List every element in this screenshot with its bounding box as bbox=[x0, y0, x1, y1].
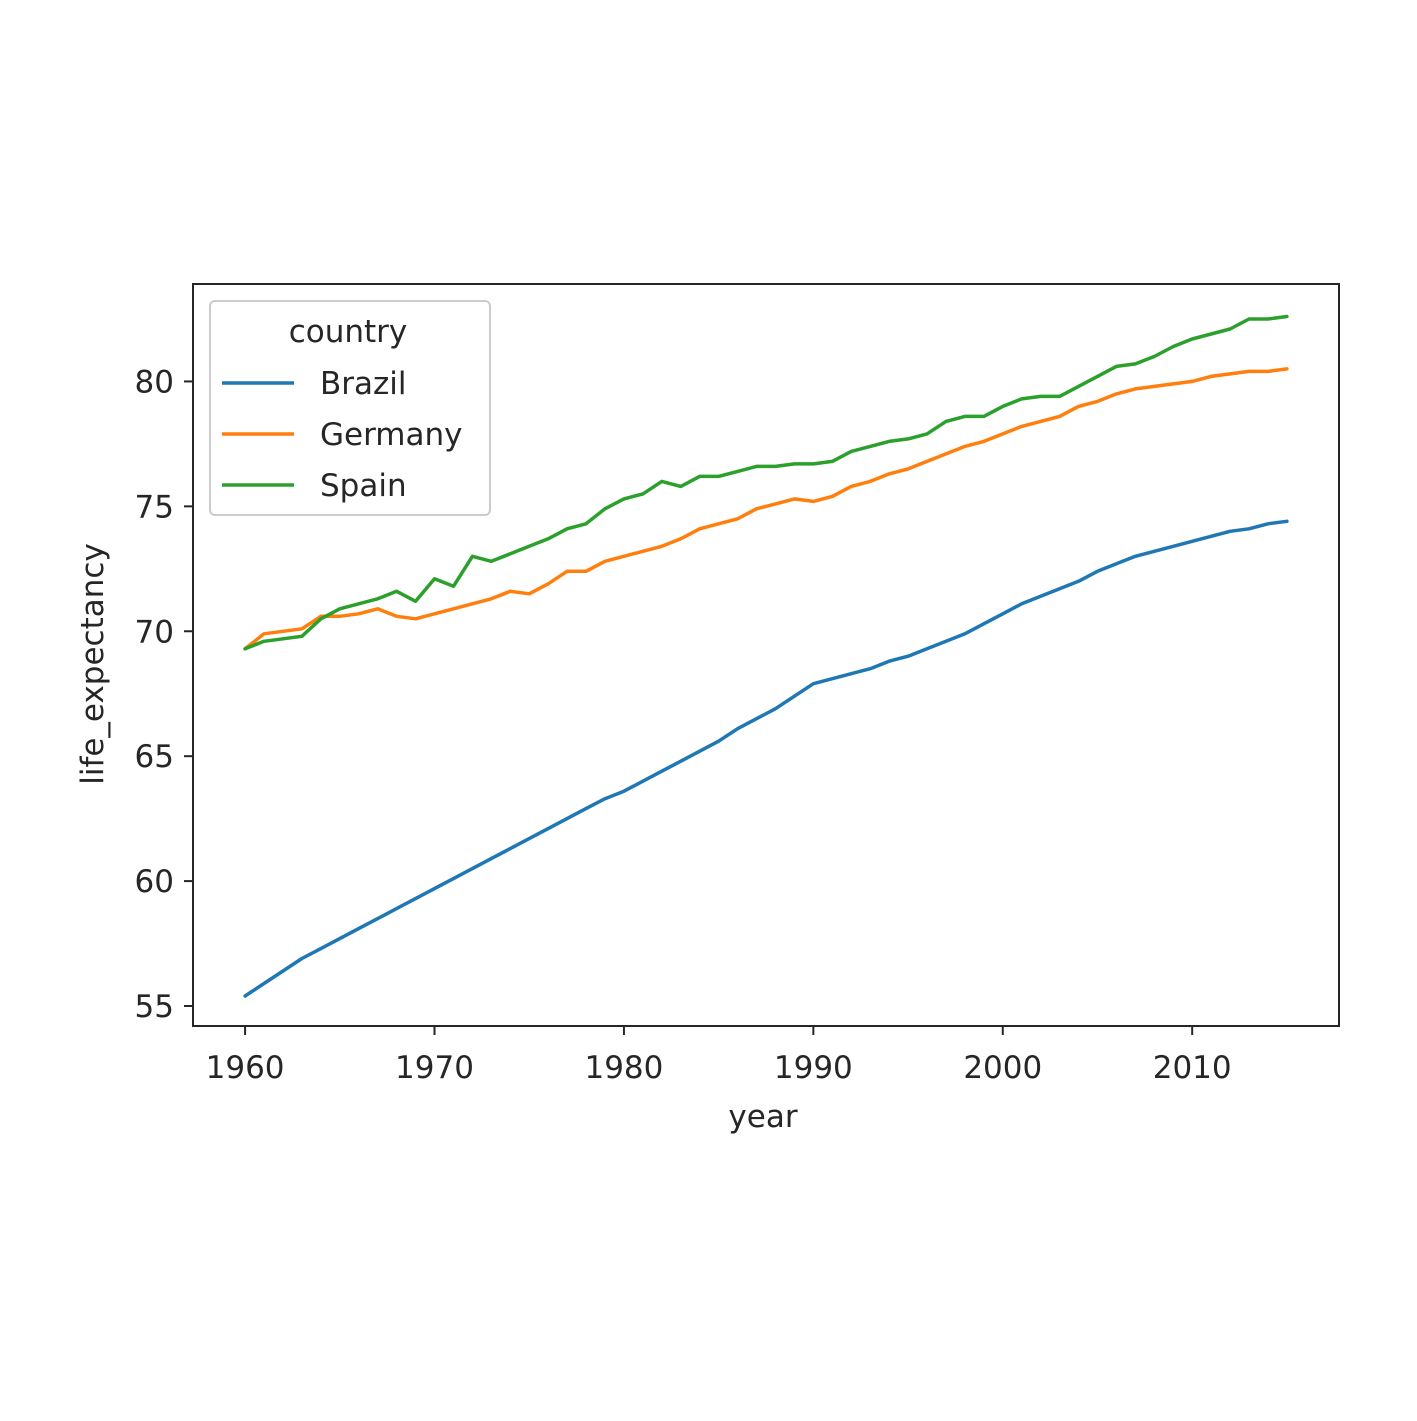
x-tick-label: 1980 bbox=[584, 1050, 663, 1086]
legend-box bbox=[209, 300, 491, 516]
x-tick-label: 2000 bbox=[963, 1050, 1042, 1086]
legend: country Brazil Germany Spain bbox=[209, 300, 491, 516]
x-tick-label: 1990 bbox=[774, 1050, 853, 1086]
x-tick-label: 2010 bbox=[1153, 1050, 1232, 1086]
legend-label-brazil: Brazil bbox=[320, 366, 407, 402]
x-tick-label: 1960 bbox=[206, 1050, 285, 1086]
y-tick-label: 80 bbox=[135, 364, 174, 400]
series-layer bbox=[243, 314, 1289, 998]
legend-title: country bbox=[289, 314, 408, 350]
y-tick-label: 75 bbox=[135, 489, 174, 525]
legend-label-germany: Germany bbox=[320, 417, 462, 453]
series-line-brazil bbox=[243, 519, 1289, 998]
y-tick-label: 70 bbox=[135, 614, 174, 650]
x-axis-label: year bbox=[728, 1099, 797, 1135]
y-axis-label: life_expectancy bbox=[75, 543, 111, 785]
x-axis: 1960 1970 1980 1990 2000 2010 bbox=[206, 1026, 1232, 1086]
legend-label-spain: Spain bbox=[320, 468, 407, 504]
y-axis: 55 60 65 70 75 80 bbox=[135, 364, 193, 1025]
legend-entries: Brazil Germany Spain bbox=[222, 366, 462, 504]
y-tick-label: 60 bbox=[135, 864, 174, 900]
y-tick-label: 55 bbox=[135, 989, 174, 1025]
series-line-spain bbox=[243, 314, 1289, 651]
plot-frame bbox=[192, 283, 1340, 1027]
y-tick-label: 65 bbox=[135, 739, 174, 775]
series-line-germany bbox=[243, 367, 1289, 651]
x-tick-label: 1970 bbox=[395, 1050, 474, 1086]
